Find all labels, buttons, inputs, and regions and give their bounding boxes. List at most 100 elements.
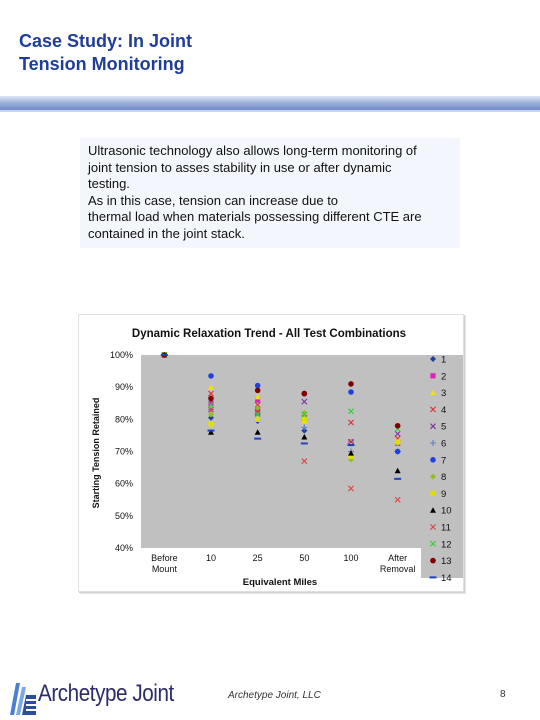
body-line: Ultrasonic technology also allows long-t…	[88, 143, 417, 158]
x-tick-label: After	[388, 553, 407, 563]
data-point	[348, 485, 354, 492]
data-point	[208, 414, 214, 421]
legend-label: 1	[441, 355, 446, 366]
x-tick-label: 100	[343, 553, 358, 563]
data-point	[254, 401, 261, 408]
legend-marker	[430, 406, 436, 413]
data-point	[300, 442, 308, 445]
legend-marker	[430, 423, 436, 430]
data-point	[254, 382, 261, 389]
data-point	[394, 422, 401, 429]
y-tick-label: 90%	[115, 382, 133, 392]
legend-label: 3	[441, 388, 446, 399]
legend-label: 5	[441, 422, 446, 433]
data-point	[208, 429, 214, 435]
data-point	[348, 450, 354, 456]
legend-marker	[429, 576, 437, 579]
x-tick-label: 10	[206, 553, 216, 563]
legend-label: 11	[441, 523, 451, 534]
body-line: As in this case, tension can increase du…	[88, 192, 339, 208]
body-text: Ultrasonic technology also allows long-t…	[80, 138, 460, 243]
data-point	[255, 416, 261, 422]
y-tick-label: 50%	[115, 511, 133, 521]
logo-text: Archetype Joint	[38, 680, 174, 707]
legend-label: 6	[441, 439, 446, 450]
x-tick-label: 50	[299, 553, 309, 563]
legend-label: 4	[441, 405, 446, 416]
data-point	[395, 439, 401, 445]
legend-marker	[430, 356, 436, 362]
data-point	[394, 448, 401, 455]
scatter-chart: Dynamic Relaxation Trend - All Test Comb…	[91, 328, 463, 588]
data-point	[301, 411, 308, 418]
data-point	[301, 458, 308, 465]
body-line: joint tension to asses stability in use …	[88, 159, 392, 175]
data-point	[254, 411, 261, 418]
body-line: contained in the joint stack.	[88, 225, 245, 241]
legend-label: 13	[441, 556, 452, 567]
data-point	[348, 381, 354, 387]
title-bar-line	[0, 110, 540, 112]
data-point	[208, 411, 214, 418]
data-point	[254, 387, 261, 394]
chart-title: Dynamic Relaxation Trend - All Test Comb…	[132, 328, 406, 340]
data-point	[394, 467, 401, 474]
legend-label: 9	[441, 489, 446, 500]
footer-company: Archetype Joint, LLC	[228, 690, 321, 701]
data-point	[394, 477, 402, 480]
data-point	[208, 384, 214, 390]
legend-label: 14	[441, 573, 452, 584]
data-point	[301, 409, 308, 416]
legend-marker	[430, 389, 436, 396]
legend-marker	[430, 440, 436, 446]
legend-marker	[430, 373, 436, 379]
legend-marker	[430, 490, 436, 496]
legend-marker	[430, 524, 436, 530]
legend-background	[421, 355, 463, 578]
data-point	[347, 444, 355, 447]
data-point	[207, 429, 215, 432]
x-axis-label: Equivalent Miles	[243, 577, 317, 588]
data-point	[348, 453, 354, 459]
data-point	[208, 406, 214, 413]
data-point	[394, 430, 401, 437]
data-point	[208, 421, 214, 427]
data-point	[394, 496, 401, 503]
body-line: testing.	[88, 176, 130, 192]
legend-label: 10	[441, 506, 452, 517]
legend-label: 7	[441, 455, 446, 466]
data-point	[208, 390, 214, 397]
data-point	[301, 416, 307, 422]
data-point	[208, 395, 214, 402]
title-bar	[0, 96, 540, 110]
legend-marker	[430, 540, 436, 547]
y-tick-label: 80%	[115, 414, 133, 424]
y-axis-label: Starting Tension Retained	[91, 398, 101, 509]
x-tick-label: 25	[253, 553, 263, 563]
slide-title: Case Study: In Joint Tension Monitoring	[19, 31, 193, 74]
legend-marker	[430, 557, 436, 564]
x-tick-label: Removal	[380, 564, 416, 574]
y-tick-label: 60%	[115, 479, 133, 489]
legend-label: 12	[441, 539, 452, 550]
data-point	[348, 419, 354, 426]
chart-frame: Dynamic Relaxation Trend - All Test Comb…	[78, 314, 464, 592]
data-point	[208, 373, 214, 379]
data-point	[208, 400, 214, 406]
data-point	[301, 398, 308, 405]
archetype-logo-icon	[10, 683, 36, 715]
data-point	[160, 354, 168, 356]
data-point	[254, 405, 261, 412]
legend-label: 2	[441, 371, 446, 382]
data-point	[301, 434, 308, 440]
legend-label: 8	[441, 472, 446, 483]
data-point	[348, 389, 354, 395]
data-point	[348, 438, 354, 445]
y-tick-label: 40%	[115, 543, 133, 553]
data-point	[301, 424, 308, 431]
plot-background	[141, 355, 421, 548]
data-point	[254, 429, 261, 435]
legend-marker	[430, 457, 436, 463]
body-text-box: Ultrasonic technology also allows long-t…	[80, 138, 460, 248]
data-point	[348, 408, 354, 415]
